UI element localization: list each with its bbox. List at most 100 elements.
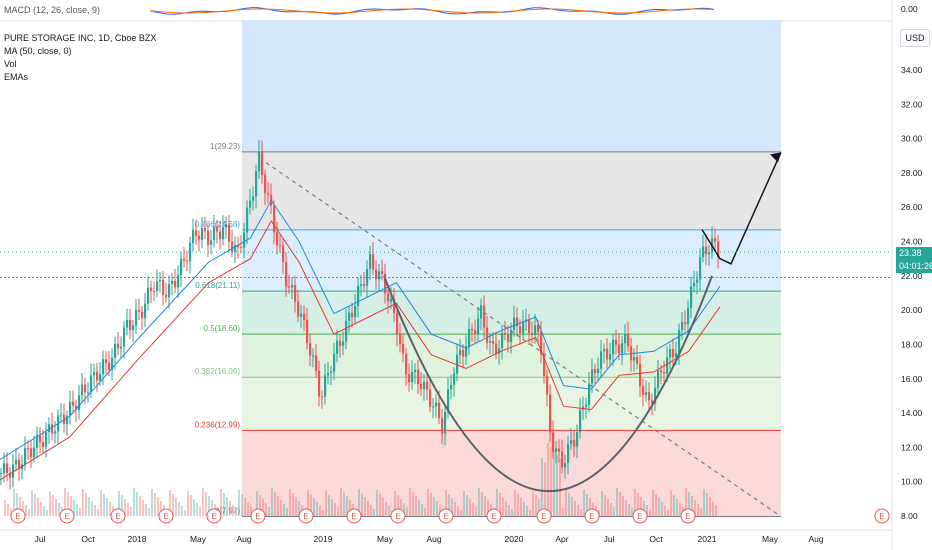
volume-bar (706, 493, 708, 516)
candle-body (456, 354, 459, 374)
volume-bar (325, 491, 327, 516)
volume-bar (91, 501, 93, 516)
candle-body (435, 402, 438, 407)
volume-bar (709, 497, 711, 516)
candle-body (18, 459, 21, 469)
volume-bar (79, 508, 81, 516)
volume-bar (139, 496, 141, 516)
candle-body (12, 464, 15, 478)
volume-bar (109, 502, 111, 516)
volume-bar (703, 489, 705, 516)
earnings-marker-icon (486, 508, 502, 524)
candle-body (360, 283, 363, 286)
fib-zone (242, 151, 781, 230)
candle-body (126, 320, 129, 328)
volume-bar (157, 497, 159, 516)
volume-bar (712, 501, 714, 516)
volume-bar (124, 499, 126, 516)
ma-legend[interactable]: MA (50, close, 0) (4, 46, 72, 56)
earnings-marker-label: E (163, 512, 168, 521)
volume-bar (646, 505, 648, 516)
volume-bar (190, 495, 192, 516)
volume-bar (277, 496, 279, 516)
earnings-marker-icon (874, 508, 890, 524)
volume-bar (700, 508, 702, 516)
volume-bar (34, 494, 36, 516)
candle-body (318, 370, 321, 397)
volume-bar (370, 505, 372, 516)
volume-bar (280, 500, 282, 516)
volume-bar (562, 508, 564, 516)
volume-bar (229, 501, 231, 516)
volume-bar (400, 499, 402, 516)
bar-countdown-tag: 04:01:26 (896, 260, 932, 273)
current-price-tag: 23.38 (896, 247, 932, 260)
volume-bar (19, 497, 21, 516)
volume-bar (181, 506, 183, 516)
volume-bar (100, 490, 102, 516)
candle-body (696, 279, 699, 283)
candle-body (663, 372, 666, 374)
candle-body (90, 375, 93, 392)
volume-bar (349, 500, 351, 516)
time-axis-label: May (762, 534, 779, 544)
emas-legend[interactable]: EMAs (4, 72, 29, 82)
volume-bar (295, 497, 297, 516)
fib-level-label: 0.236(12.99) (195, 420, 241, 429)
volume-bar (655, 494, 657, 516)
volume-bar (535, 495, 537, 516)
candle-body (495, 343, 498, 354)
candle-body (549, 394, 552, 433)
candle-body (486, 327, 489, 343)
candle-body (585, 404, 588, 407)
volume-bar (259, 495, 261, 516)
vol-legend[interactable]: Vol (4, 59, 17, 69)
candle-body (120, 346, 123, 349)
candle-body (390, 298, 393, 302)
time-axis-label: Oct (81, 534, 95, 544)
candle-body (528, 319, 531, 333)
volume-bar (607, 499, 609, 516)
volume-bar (274, 492, 276, 516)
volume-bar (271, 488, 273, 516)
volume-bar (637, 493, 639, 516)
volume-bar (454, 502, 456, 516)
volume-bar (97, 509, 99, 516)
candle-body (681, 322, 684, 330)
candle-body (153, 290, 156, 292)
earnings-marker-label: E (64, 512, 69, 521)
volume-bar (52, 495, 54, 516)
candle-body (576, 432, 579, 447)
candle-body (621, 343, 624, 354)
candle-body (402, 344, 405, 354)
candle-body (279, 245, 282, 247)
time-axis-label: Jul (604, 534, 615, 544)
macd-legend[interactable]: MACD (12, 26, close, 9) (4, 5, 101, 15)
volume-bar (478, 488, 480, 516)
candle-body (375, 269, 378, 280)
currency-button[interactable]: USD (900, 29, 930, 47)
volume-bar (331, 499, 333, 516)
earnings-marker-icon (250, 508, 266, 524)
earnings-marker-icon (536, 508, 552, 524)
candle-body (144, 303, 147, 318)
time-axis-label: Oct (649, 534, 663, 544)
candle-body (444, 411, 447, 434)
volume-bar (46, 510, 48, 516)
candle-body (249, 200, 252, 208)
candle-body (330, 371, 333, 374)
symbol-legend[interactable]: PURE STORAGE INC, 1D, Cboe BZX (4, 33, 157, 43)
candle-body (354, 305, 357, 318)
volume-bar (394, 491, 396, 516)
volume-bar (589, 498, 591, 516)
volume-bar (169, 490, 171, 516)
volume-bar (412, 492, 414, 516)
candle-body (420, 383, 423, 390)
volume-bar (574, 501, 576, 516)
volume-bar (388, 506, 390, 516)
volume-bar (85, 493, 87, 516)
earnings-marker-icon (10, 508, 26, 524)
candle-body (237, 245, 240, 248)
volume-bar (220, 489, 222, 516)
